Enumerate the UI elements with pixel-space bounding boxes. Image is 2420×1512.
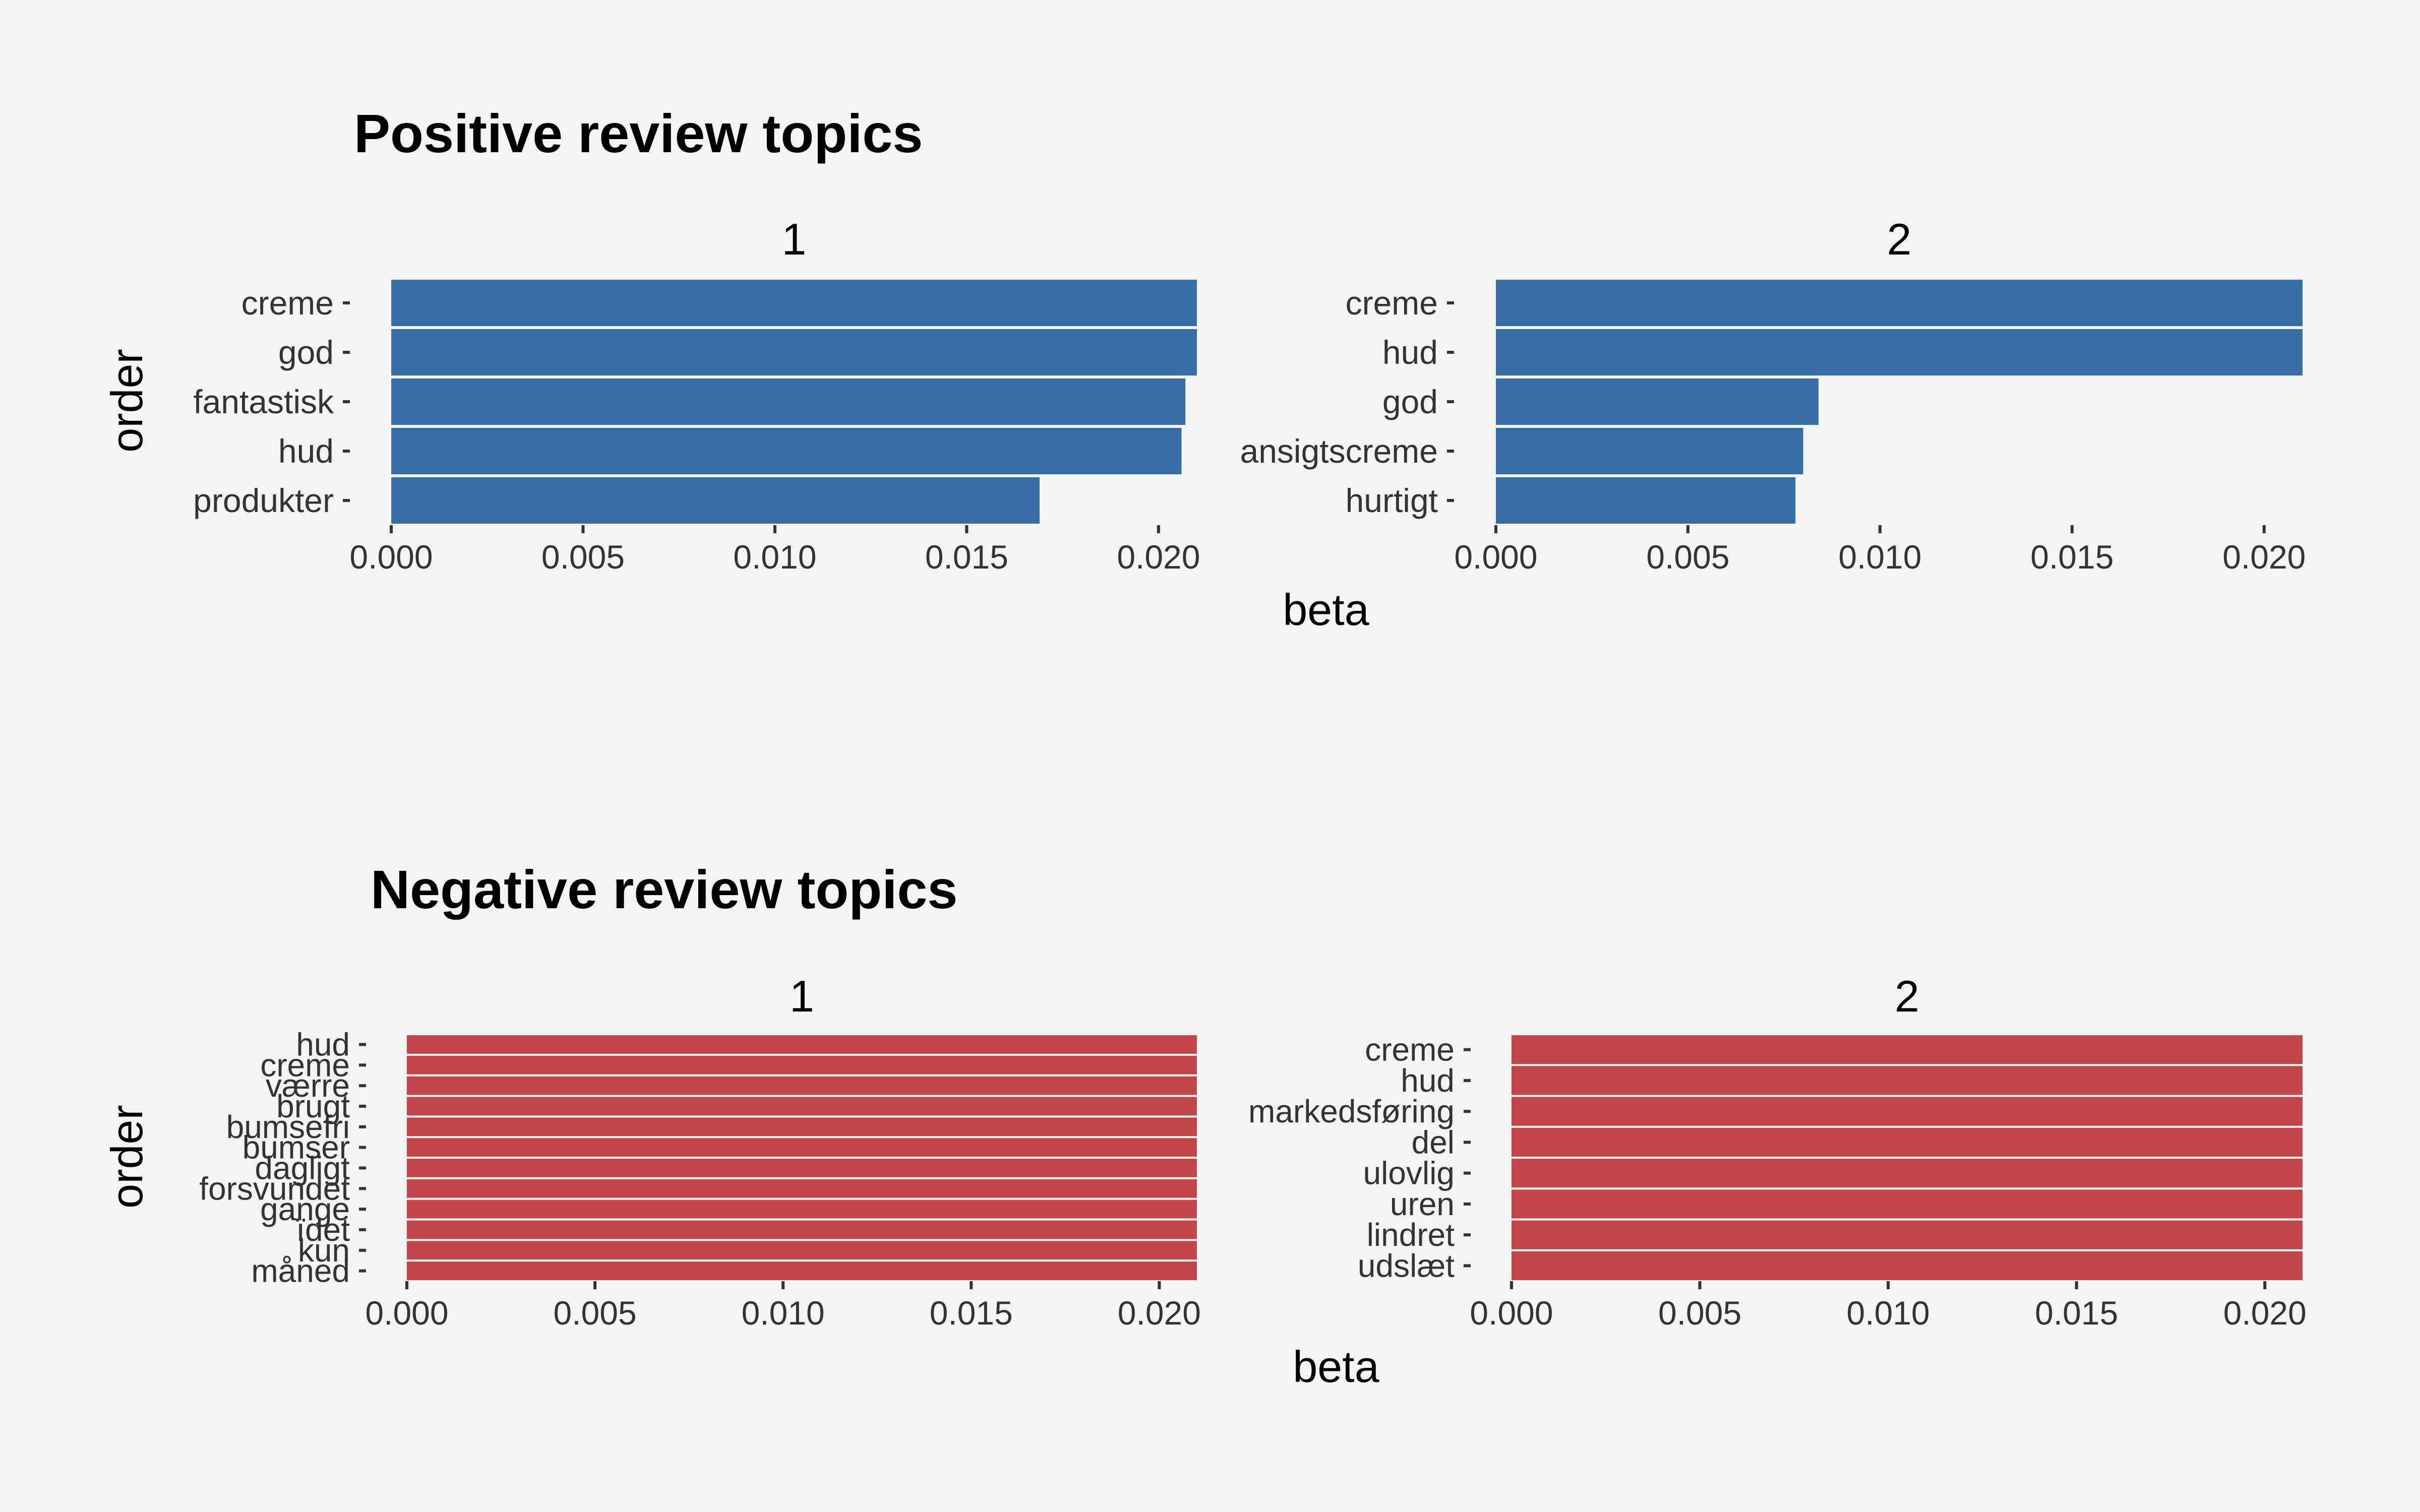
y-tick-label: udslæt <box>1358 1247 1455 1284</box>
bar <box>407 1097 1197 1116</box>
y-tick-label: hud <box>1382 334 1438 371</box>
bar <box>391 329 1197 376</box>
y-tick-label: ïdet <box>296 1212 350 1248</box>
y-tick-label: måned <box>251 1253 350 1289</box>
x-tick-label: 0.000 <box>1470 1294 1553 1332</box>
y-tick-label: del <box>1412 1124 1455 1160</box>
chart-title: Positive review topics <box>354 103 923 164</box>
x-tick-label: 0.015 <box>930 1294 1013 1332</box>
y-tick-label: god <box>278 334 334 371</box>
bar <box>407 1076 1197 1095</box>
x-tick-label: 0.015 <box>2035 1294 2118 1332</box>
y-tick-label: ulovlig <box>1363 1155 1455 1191</box>
bar <box>1511 1127 2303 1157</box>
bar <box>407 1055 1197 1075</box>
y-tick-label: gange <box>260 1191 350 1227</box>
chart-title: Negative review topics <box>371 859 957 920</box>
panel-2: 2 creme hud god ansigtscreme hurtigt 0.000 0.00… <box>1240 214 2306 576</box>
bar <box>1511 1189 2303 1219</box>
x-tick-label: 0.010 <box>742 1294 825 1332</box>
bar <box>1511 1097 2303 1126</box>
x-tick-label: 0.000 <box>1454 538 1537 576</box>
bar <box>407 1035 1197 1054</box>
panel-2: 2 cremehudmarkedsføringdelulovligurenlind… <box>1248 971 2307 1332</box>
bar <box>1511 1220 2303 1249</box>
x-axis-title: beta <box>1283 585 1369 635</box>
x-tick-label: 0.010 <box>733 538 816 576</box>
x-tick-label: 0.020 <box>2223 1294 2307 1332</box>
y-tick-label: hud <box>1401 1062 1455 1099</box>
x-tick-label: 0.010 <box>1838 538 1921 576</box>
bar <box>407 1220 1197 1239</box>
facet-label: 1 <box>782 214 807 264</box>
x-tick-label: 0.015 <box>925 538 1008 576</box>
y-tick-label: værre <box>266 1067 350 1104</box>
bar <box>407 1117 1197 1137</box>
x-tick-label: 0.015 <box>2030 538 2113 576</box>
y-tick-label: hud <box>278 432 334 470</box>
y-tick-label: uren <box>1390 1186 1455 1222</box>
y-tick-label: kun <box>298 1232 350 1269</box>
x-axis-title: beta <box>1293 1342 1379 1392</box>
y-tick-label: creme <box>260 1047 350 1083</box>
y-tick-label: god <box>1382 383 1438 420</box>
x-tick-label: 0.020 <box>1117 538 1200 576</box>
bar <box>407 1159 1197 1177</box>
chart-block-2: Negative review topicsorderbeta1hudcreme… <box>102 859 2307 1392</box>
bar <box>1496 378 1819 425</box>
y-tick-label: hurtigt <box>1346 482 1438 519</box>
bar <box>407 1179 1197 1198</box>
y-tick-label: forsvundet <box>199 1170 350 1207</box>
bar <box>1496 427 1803 475</box>
facet-label: 2 <box>1887 214 1912 264</box>
bar <box>1496 279 2303 327</box>
x-tick-label: 0.000 <box>349 538 433 576</box>
y-tick-label: fantastisk <box>193 383 334 420</box>
bar <box>391 477 1040 524</box>
bar <box>1496 329 2303 376</box>
bar <box>1496 477 1796 524</box>
bar <box>391 279 1197 327</box>
y-tick-label: dagligt <box>255 1150 350 1186</box>
chart-block-1: Positive review topics order beta 1 creme god… <box>102 103 2306 635</box>
x-tick-label: 0.005 <box>541 538 625 576</box>
y-tick-label: produkter <box>193 482 334 519</box>
y-tick-label: bumser <box>243 1129 350 1166</box>
x-tick-label: 0.005 <box>554 1294 637 1332</box>
bar <box>407 1241 1197 1260</box>
x-tick-label: 0.020 <box>1118 1294 1201 1332</box>
y-tick-label: bumsefri <box>226 1109 350 1145</box>
y-tick-label: creme <box>1346 284 1438 322</box>
y-tick-label: hud <box>296 1026 350 1062</box>
bar <box>1511 1066 2303 1095</box>
y-tick-label: creme <box>1365 1032 1455 1068</box>
y-tick-label: lindret <box>1367 1217 1455 1253</box>
panel-1: 1 creme god fantastisk hud produkter 0.000 0.00… <box>193 214 1200 576</box>
panel-1: 1 hudcremeværrebrugtbumsefribumserdagligt… <box>199 971 1201 1332</box>
facet-label: 2 <box>1895 971 1919 1021</box>
y-tick-label: ansigtscreme <box>1240 432 1438 470</box>
x-tick-label: 0.005 <box>1646 538 1729 576</box>
y-tick-label: creme <box>241 284 334 322</box>
x-tick-label: 0.000 <box>365 1294 448 1332</box>
bar <box>391 378 1186 425</box>
y-axis-title: order <box>102 1105 152 1208</box>
y-axis-title: order <box>102 349 152 452</box>
bar <box>1511 1251 2303 1280</box>
facet-label: 1 <box>790 971 814 1021</box>
x-tick-label: 0.020 <box>2222 538 2306 576</box>
bar <box>407 1138 1197 1157</box>
bar <box>1511 1035 2303 1064</box>
bar <box>407 1262 1197 1280</box>
bar <box>1511 1159 2303 1188</box>
y-tick-label: markedsføring <box>1248 1093 1455 1129</box>
x-tick-label: 0.010 <box>1847 1294 1930 1332</box>
x-tick-label: 0.005 <box>1658 1294 1741 1332</box>
bar <box>407 1200 1197 1219</box>
y-tick-label: brugt <box>276 1088 350 1124</box>
bar <box>391 427 1182 475</box>
